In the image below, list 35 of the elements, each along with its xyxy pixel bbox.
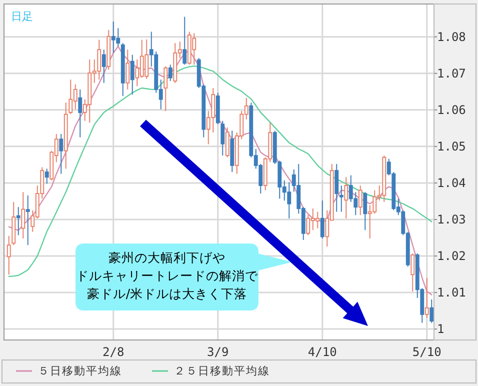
y-tick-label: 1.05 [437, 139, 466, 154]
y-tick-label: 1.03 [437, 212, 466, 226]
candlestick [339, 185, 344, 212]
annotation: 豪ドル/米ドルは大きく下落 [86, 286, 248, 301]
x-tick-label: 5/10 [412, 345, 442, 359]
candlestick [126, 49, 130, 90]
candlestick [44, 168, 49, 184]
candlestick [78, 88, 82, 138]
candlestick [344, 176, 348, 219]
y-tick-label: 1.02 [437, 249, 466, 263]
legend-label: ２５日移動平均線 [174, 364, 270, 378]
candlestick [26, 194, 30, 246]
candlestick [334, 163, 339, 212]
y-tick-label: 1 [437, 322, 444, 336]
candlestick [102, 49, 106, 84]
y-tick-label: 1.07 [437, 66, 466, 80]
annotation: 豪州の大幅利下げや [108, 250, 226, 265]
candlestick [130, 54, 134, 96]
y-tick-label: 1.01 [437, 286, 466, 300]
x-tick-label: 2/8 [102, 345, 124, 359]
x-tick-label: 3/9 [207, 345, 229, 359]
candlestick [21, 192, 26, 239]
candlestick [16, 206, 20, 236]
candlestick [64, 102, 68, 170]
x-tick-label: 4/10 [308, 345, 337, 359]
y-tick-label: 1.06 [437, 102, 466, 117]
annotation: ドルキャリートレードの解消で [76, 268, 259, 283]
candlestick [6, 235, 11, 276]
candlestick [230, 130, 234, 172]
candlestick [59, 134, 64, 174]
legend-label: ５日移動平均線 [38, 364, 122, 378]
candlestick [358, 185, 362, 216]
annotation: 日足 [11, 10, 33, 23]
y-tick-label: 1.08 [437, 30, 466, 44]
y-tick-label: 1.04 [437, 176, 466, 190]
